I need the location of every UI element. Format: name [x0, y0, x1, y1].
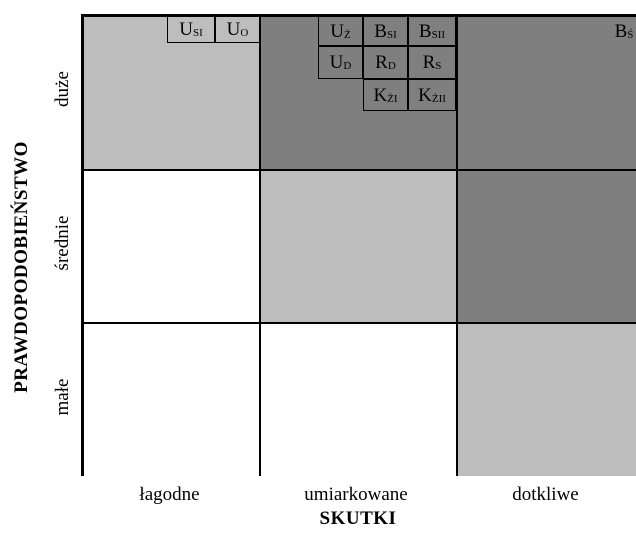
risk-label-b-si: B SI — [363, 16, 408, 46]
col-label-lagodne: łagodne — [139, 484, 200, 505]
risk-label-u-si: U SI — [167, 16, 215, 43]
grid-divider-h1 — [84, 169, 636, 171]
risk-label-k-zii: K ŻII — [408, 79, 456, 111]
risk-label-b-sii: B SII — [408, 16, 456, 46]
cell-srednie-dotkliwe — [457, 170, 636, 323]
risk-label-k-zi: K ŻI — [363, 79, 408, 111]
cell-male-lagodne — [84, 323, 259, 476]
row-label-duze: duże — [52, 71, 73, 107]
cell-srednie-lagodne — [84, 170, 259, 323]
grid-divider-v2 — [456, 17, 458, 476]
grid-divider-h2 — [84, 322, 636, 324]
cell-male-dotkliwe — [457, 323, 636, 476]
col-label-umiarkowane: umiarkowane — [304, 484, 408, 505]
y-axis-title: PRAWDOPODOBIEŃSTWO — [11, 141, 32, 393]
row-label-srednie: średnie — [52, 215, 73, 271]
cell-duze-umiarkowane — [259, 17, 457, 170]
col-label-dotkliwe: dotkliwe — [512, 484, 579, 505]
cell-srednie-umiarkowane — [259, 170, 457, 323]
cell-male-umiarkowane — [259, 323, 457, 476]
row-label-male: małe — [52, 378, 73, 416]
cell-duze-dotkliwe — [457, 17, 636, 170]
grid-divider-v1 — [259, 17, 261, 476]
x-axis-title: SKUTKI — [319, 508, 397, 529]
